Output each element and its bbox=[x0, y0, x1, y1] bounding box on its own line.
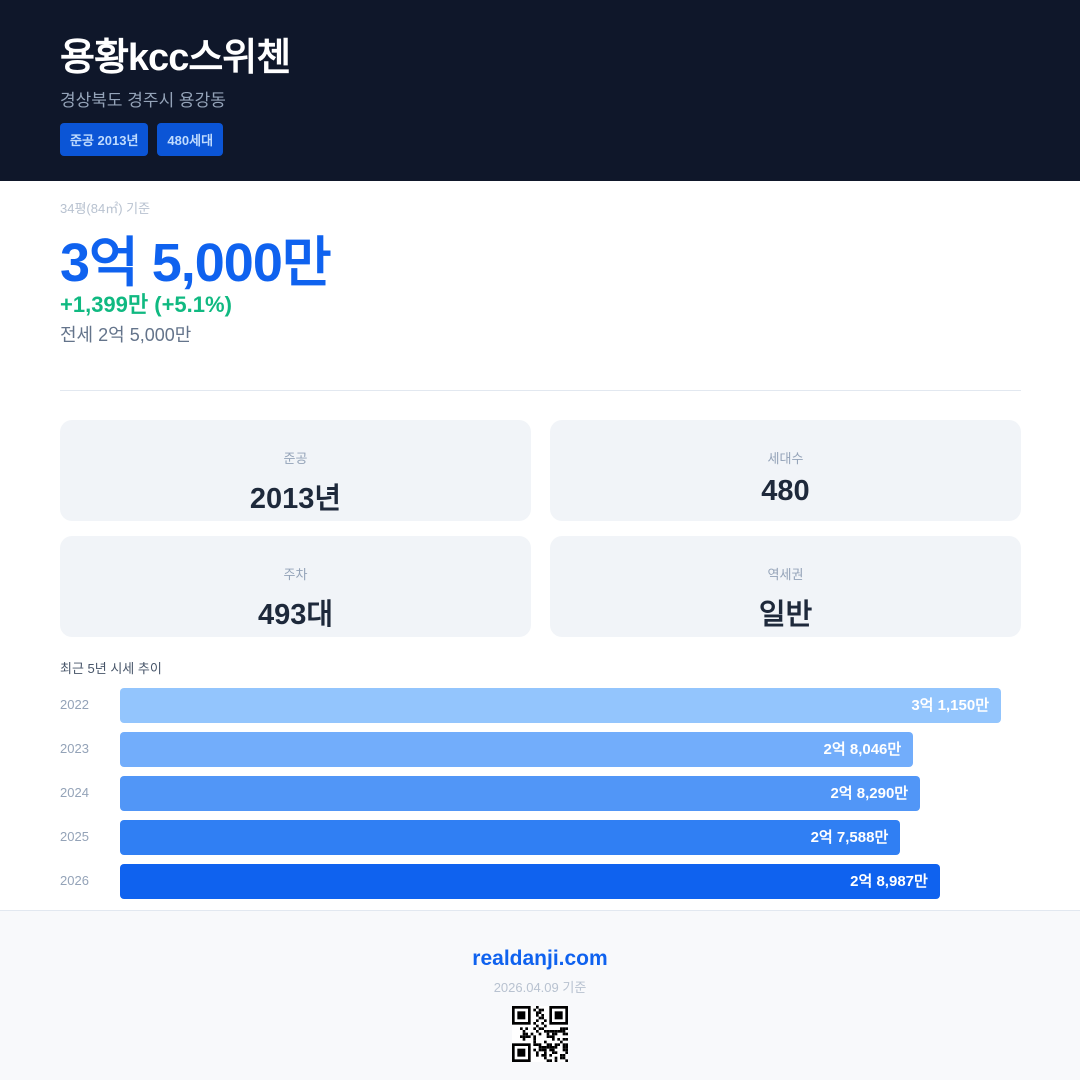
card-label: 준공 bbox=[283, 451, 308, 466]
price-change: +1,399만 (+5.1%) bbox=[60, 292, 232, 317]
complex-title: 용황kcc스위첸 bbox=[60, 37, 291, 79]
tag-households: 480세대 bbox=[157, 123, 224, 156]
trend-bar: 2억 7,588만 bbox=[120, 820, 901, 855]
jeonse-price: 전세 2억 5,000만 bbox=[60, 325, 192, 345]
card-completion: 준공 2013년 bbox=[60, 420, 531, 521]
trend-bar: 2억 8,290만 bbox=[120, 776, 921, 811]
card-value: 2013년 bbox=[249, 483, 342, 515]
trend-year: 2022 bbox=[60, 697, 89, 712]
card-households: 세대수 480 bbox=[550, 420, 1021, 521]
trend-year: 2024 bbox=[60, 785, 89, 800]
trend-row: 2026 2억 8,987만 bbox=[60, 864, 1021, 899]
qr-code bbox=[512, 1006, 568, 1062]
data-date: 2026.04.09 기준 bbox=[493, 980, 587, 995]
card-label: 세대수 bbox=[767, 451, 804, 466]
price-basis: 34평(84㎡) 기준 bbox=[60, 201, 151, 216]
card-label: 역세권 bbox=[767, 567, 804, 582]
trend-year: 2026 bbox=[60, 873, 89, 888]
trend-bar: 2억 8,046만 bbox=[120, 732, 914, 767]
trend-row: 2022 3억 1,150만 bbox=[60, 688, 1021, 723]
card-parking: 주차 493대 bbox=[60, 536, 531, 637]
trend-bar: 2억 8,987만 bbox=[120, 864, 940, 899]
card-value: 493대 bbox=[257, 599, 334, 631]
trend-row: 2024 2억 8,290만 bbox=[60, 776, 1021, 811]
price-value: 3억 5,000만 bbox=[60, 233, 332, 293]
card-value: 480 bbox=[761, 475, 810, 507]
trend-bar: 3억 1,150만 bbox=[120, 688, 1001, 723]
header: 용황kcc스위첸 경상북도 경주시 용강동 준공 2013년 480세대 bbox=[0, 0, 1080, 181]
tag-completion: 준공 2013년 bbox=[60, 123, 149, 156]
address: 경상북도 경주시 용강동 bbox=[60, 91, 226, 110]
card-value: 일반 bbox=[758, 599, 813, 631]
trend-year: 2025 bbox=[60, 829, 89, 844]
trend-row: 2025 2억 7,588만 bbox=[60, 820, 1021, 855]
trend-year: 2023 bbox=[60, 741, 89, 756]
footer: realdanji.com 2026.04.09 기준 bbox=[0, 910, 1080, 1080]
site-link[interactable]: realdanji.com bbox=[472, 947, 608, 970]
trend-row: 2023 2억 8,046만 bbox=[60, 732, 1021, 767]
divider bbox=[60, 390, 1021, 391]
trend-title: 최근 5년 시세 추이 bbox=[60, 661, 162, 676]
card-label: 주차 bbox=[283, 567, 308, 582]
